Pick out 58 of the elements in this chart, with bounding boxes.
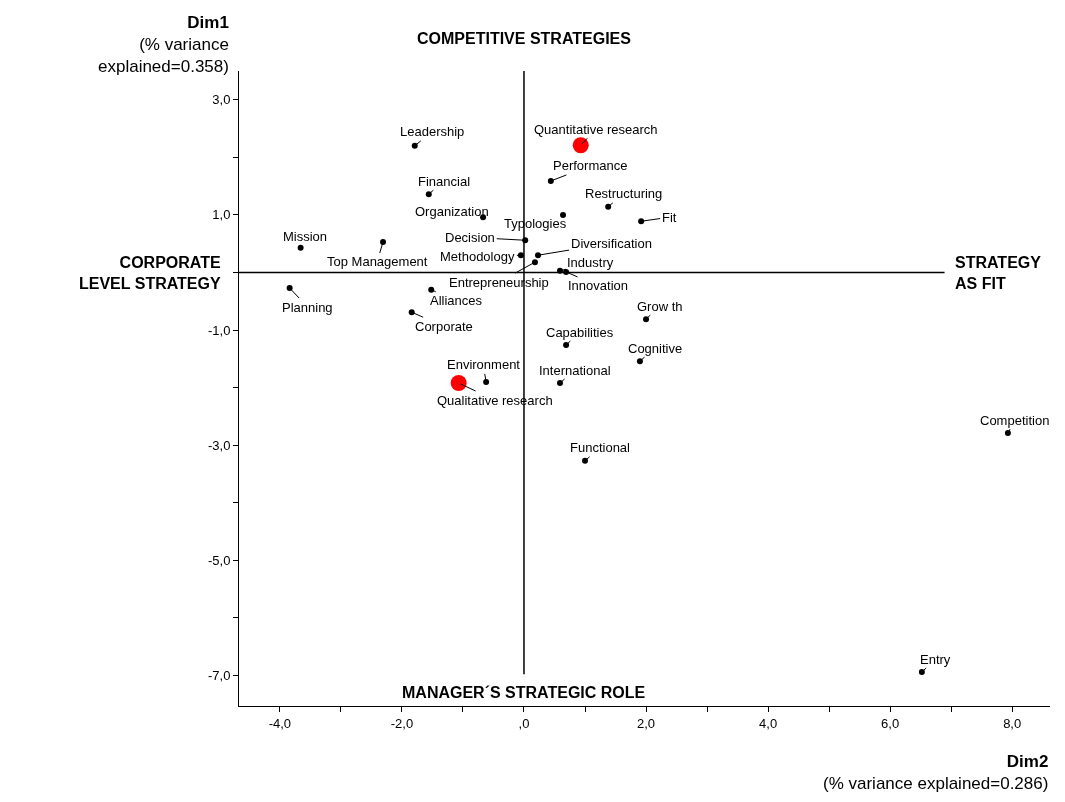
annotation: Grow th xyxy=(637,299,683,314)
annotation: STRATEGY AS FIT xyxy=(955,254,1042,292)
point xyxy=(535,252,542,259)
annotation: Cognitive xyxy=(628,341,683,356)
annotation: Decision xyxy=(445,230,495,245)
annotation: Functional xyxy=(570,440,631,455)
annotation: Environment xyxy=(447,357,521,372)
annotation: International xyxy=(539,363,611,378)
point xyxy=(483,378,490,385)
x-tick-label: -2,0 xyxy=(390,715,414,731)
point xyxy=(531,259,538,266)
annotation: Alliances xyxy=(430,293,483,308)
x-tick-label: 8,0 xyxy=(1003,715,1022,731)
annotation: Fit xyxy=(662,210,677,225)
y-tick-label: -5,0 xyxy=(207,552,231,568)
annotation: Diversification xyxy=(571,236,652,251)
x-tick-label: 6,0 xyxy=(881,715,900,731)
annotation: Leadership xyxy=(400,124,465,139)
point xyxy=(411,142,418,149)
x-tick-label: -4,0 xyxy=(268,715,292,731)
x-tick-label: 4,0 xyxy=(759,715,778,731)
point xyxy=(286,285,293,292)
y-tick-label: -7,0 xyxy=(207,668,231,684)
annotation: Capabilities xyxy=(546,325,614,340)
annotation: Mission xyxy=(283,229,328,244)
x-axis-title: Dim2 (% variance explained=0.286) xyxy=(823,752,1049,794)
annotation: Entry xyxy=(920,652,951,667)
annotation: Organization xyxy=(415,204,489,219)
point xyxy=(522,237,529,244)
annotation: Planning xyxy=(282,300,333,315)
point xyxy=(408,309,415,316)
annotation: Industry xyxy=(567,255,614,270)
point xyxy=(572,137,589,154)
annotation: Innovation xyxy=(568,278,628,293)
annotation: Competition xyxy=(980,413,1050,428)
annotation: Top Management xyxy=(327,254,428,269)
y-tick-label: 1,0 xyxy=(212,207,231,223)
annotation: Financial xyxy=(418,174,471,189)
annotation: Restructuring xyxy=(585,186,663,201)
annotation: Methodology xyxy=(440,249,515,264)
x-tick-label: 2,0 xyxy=(636,715,656,731)
point xyxy=(380,238,387,245)
text: CORPORATE LEVEL STRATEGY xyxy=(79,254,221,292)
annotation: Corporate xyxy=(415,319,473,334)
y-axis-title: Dim1 (% variance explained=0.358) xyxy=(98,13,229,77)
point xyxy=(450,375,467,392)
point xyxy=(638,218,645,225)
annotation: Quantitative research xyxy=(534,122,658,137)
point xyxy=(547,177,554,184)
x-tick-label: ,0 xyxy=(518,715,530,731)
annotation: MANAGER´S STRATEGIC ROLE xyxy=(402,684,646,701)
point xyxy=(556,267,563,274)
y-tick-label: 3,0 xyxy=(212,92,231,108)
annotation: Performance xyxy=(553,158,628,173)
text: COMPETITIVE STRATEGIES xyxy=(417,30,632,47)
y-tick-label: -3,0 xyxy=(207,437,231,453)
y-tick-label: -1,0 xyxy=(207,322,231,338)
point xyxy=(563,268,570,275)
